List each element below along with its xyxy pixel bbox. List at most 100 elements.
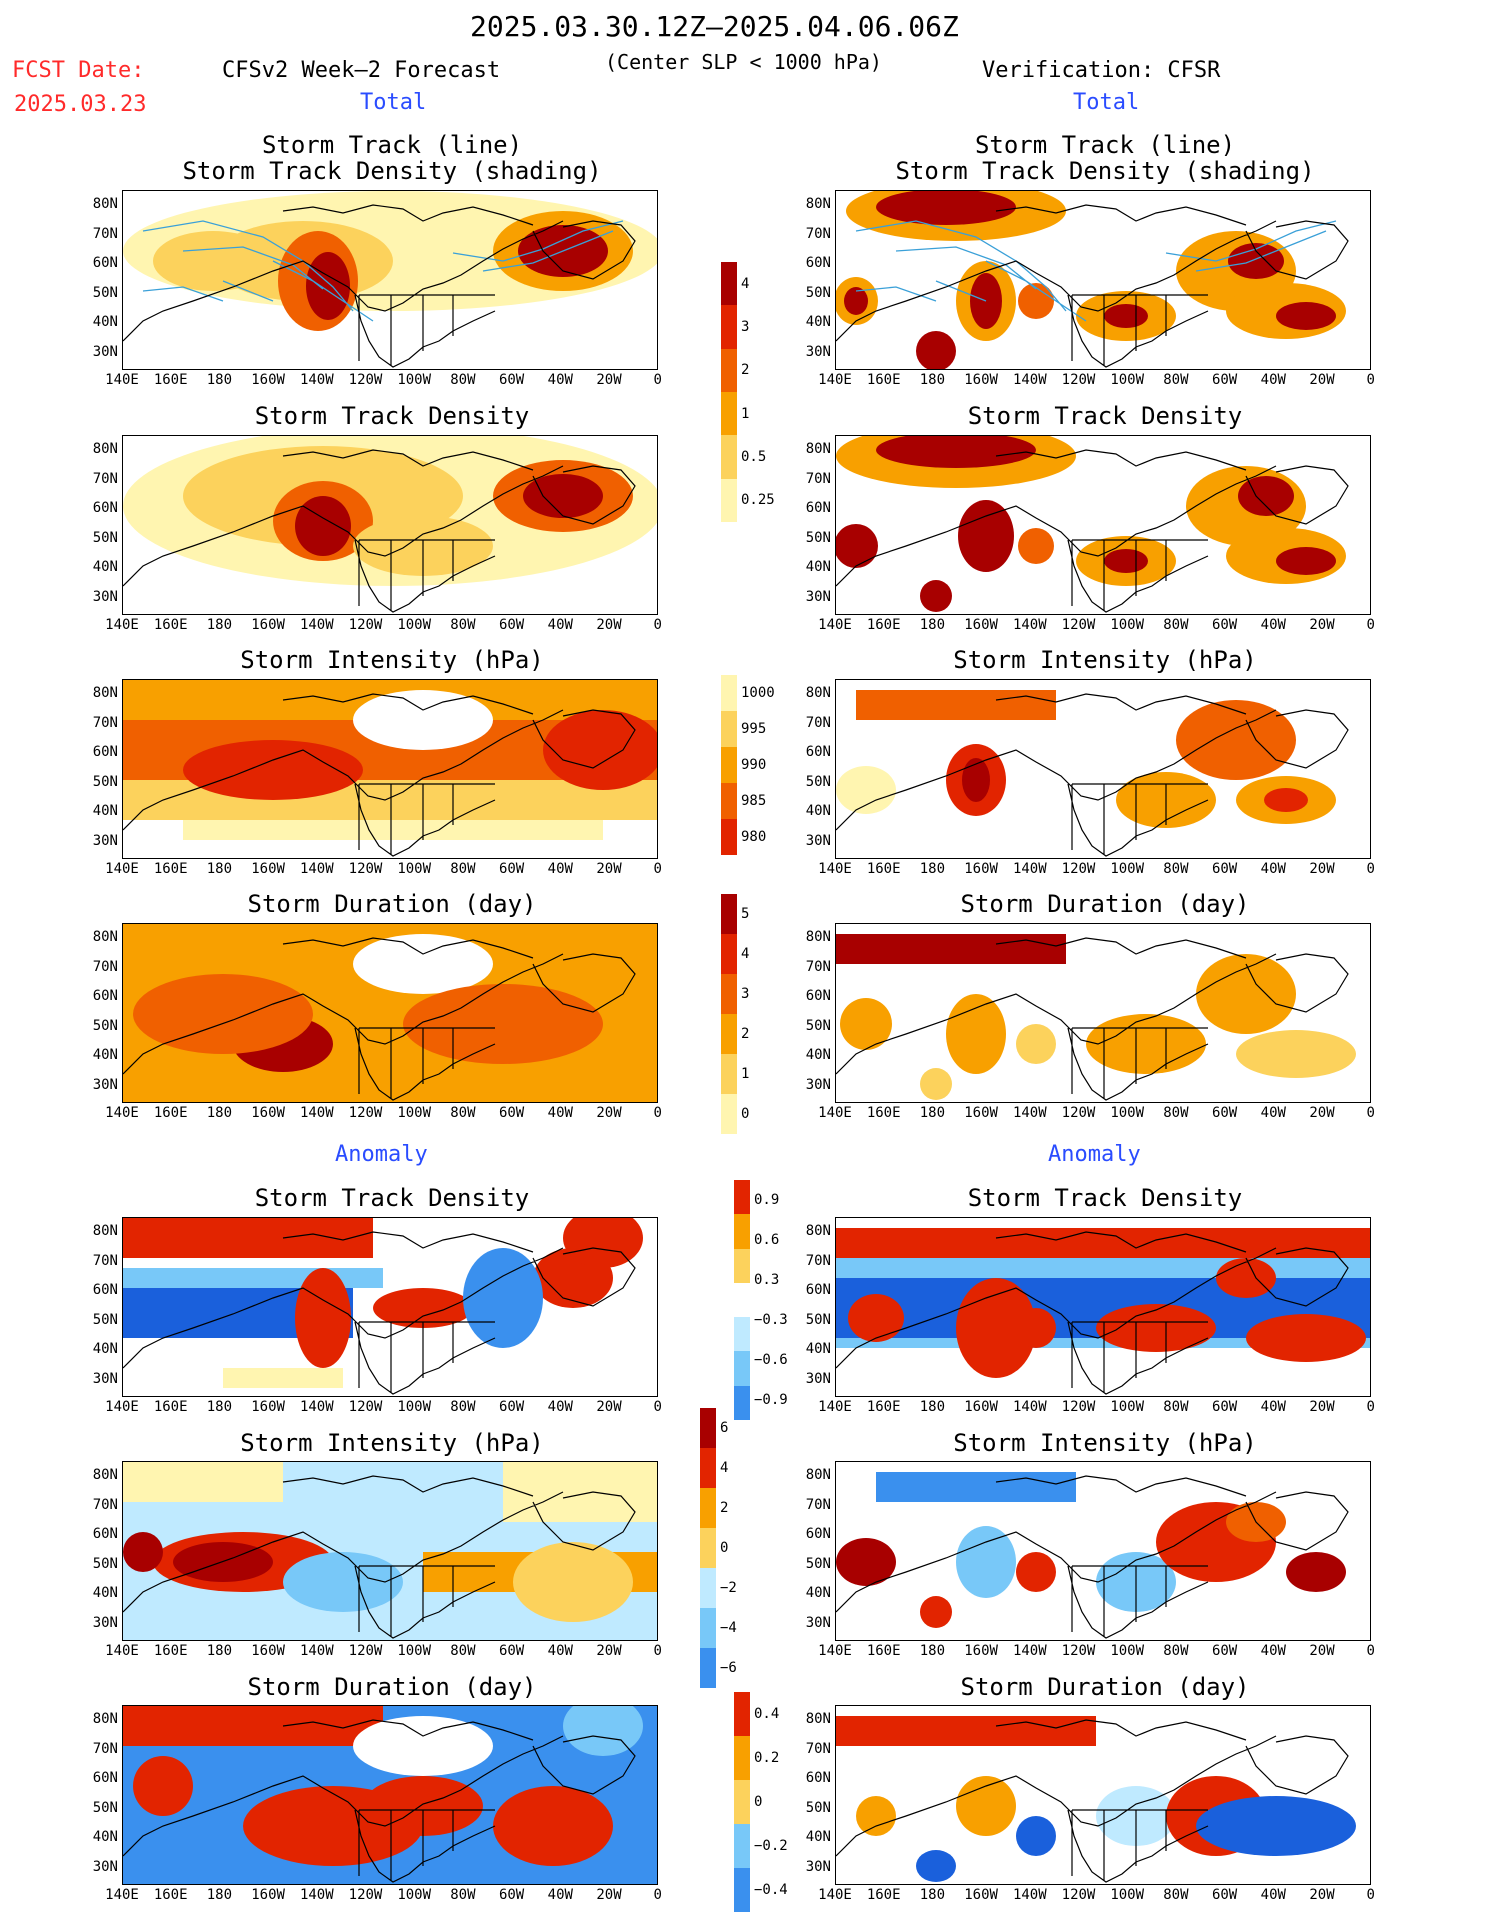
lat-label: 30N	[805, 1076, 831, 1093]
shading-region	[563, 1706, 643, 1756]
lat-label: 70N	[805, 1496, 831, 1513]
colorbar-swatch	[734, 1868, 750, 1912]
shading-region	[1016, 1816, 1056, 1856]
colorbar-label: 995	[741, 721, 767, 737]
lon-label: 120W	[348, 617, 383, 633]
lat-label: 40N	[805, 314, 831, 330]
colorbar-intensity-anom	[700, 1408, 716, 1688]
colorbar-label: −0.3	[754, 1312, 788, 1328]
lon-label: 60W	[498, 372, 525, 388]
lat-label: 40N	[92, 1585, 118, 1601]
colorbar-duration-total	[721, 894, 737, 1134]
title-density-right: Storm Track Density	[967, 402, 1243, 430]
shading-cell	[836, 1228, 1370, 1258]
shading-region	[836, 524, 878, 568]
colorbar-swatch	[721, 305, 737, 349]
lon-label: 140E	[818, 617, 852, 633]
lon-label: 40W	[547, 372, 573, 388]
lat-label: 30N	[92, 1370, 118, 1387]
lon-label: 0	[1366, 1643, 1375, 1659]
shading-region	[523, 474, 603, 518]
lon-label: 0	[653, 1643, 662, 1659]
shading-region	[876, 191, 1016, 225]
lat-label: 80N	[805, 929, 831, 945]
lon-label: 160W	[964, 1887, 998, 1903]
shading-region	[493, 1786, 613, 1866]
lon-label: 180	[919, 372, 946, 388]
lon-label: 180	[206, 1643, 233, 1659]
shading-region	[283, 1552, 403, 1612]
lat-label: 30N	[92, 588, 118, 605]
title-anom-intensity-right: Storm Intensity (hPa)	[953, 1429, 1257, 1457]
lon-label: 120W	[348, 1399, 383, 1415]
lon-label: 40W	[1260, 1105, 1286, 1121]
title-track-line-right: Storm Track (line)	[974, 131, 1236, 159]
title-anom-density-left: Storm Track Density	[254, 1184, 530, 1212]
lon-label: 20W	[596, 1643, 622, 1659]
lon-label: 180	[919, 1643, 946, 1659]
colorbar-swatch	[721, 478, 737, 522]
lon-label: 140W	[299, 1399, 334, 1415]
lon-label: 180	[919, 617, 946, 633]
lon-label: 0	[1366, 861, 1375, 877]
lon-label: 20W	[596, 1105, 622, 1121]
colorbar-duration-anom	[734, 1692, 750, 1912]
lon-label: 140W	[299, 617, 334, 633]
lon-label: 60W	[498, 1105, 525, 1121]
shading-region	[295, 1268, 351, 1368]
map-fcst-anom-duration	[122, 1705, 658, 1885]
lon-label: 80W	[450, 1105, 476, 1121]
colorbar-swatch	[700, 1648, 716, 1688]
lon-label: 0	[653, 1105, 662, 1121]
lat-label: 50N	[92, 1017, 118, 1034]
lon-label: 60W	[498, 861, 525, 877]
lat-label: 30N	[805, 343, 831, 360]
lat-label: 50N	[805, 1555, 831, 1572]
colorbar-label: 3	[741, 986, 750, 1002]
colorbar-label: 0	[720, 1540, 729, 1556]
lon-label: 180	[206, 1399, 233, 1415]
shading-cell	[836, 934, 1066, 964]
lat-label: 60N	[805, 1770, 831, 1786]
colorbar-swatch	[734, 1180, 750, 1215]
lon-label: 60W	[498, 1399, 525, 1415]
shading-region	[836, 1538, 896, 1586]
lon-label: 20W	[596, 1887, 622, 1903]
lon-label: 0	[1366, 1105, 1375, 1121]
lon-label: 100W	[1110, 617, 1145, 633]
title-track-line-left: Storm Track (line)	[261, 131, 523, 159]
coastline-boundaries	[836, 1719, 1349, 1883]
lat-label: 70N	[805, 714, 831, 731]
colorbar-intensity-total	[721, 675, 737, 855]
lon-label: 20W	[596, 861, 622, 877]
lon-label: 140W	[299, 372, 334, 388]
lon-label: 0	[1366, 372, 1375, 388]
lat-label: 30N	[92, 832, 118, 849]
lon-label: 20W	[1309, 617, 1335, 633]
lon-label: 80W	[450, 861, 476, 877]
colorbar-density-total	[721, 262, 737, 522]
shading-region	[1176, 700, 1296, 780]
colorbar-swatch	[700, 1408, 716, 1448]
lat-label: 70N	[805, 958, 831, 975]
map-shading	[123, 680, 657, 857]
shading-cell	[223, 1368, 343, 1388]
coastline-boundaries	[836, 937, 1349, 1101]
title-anom-density-right: Storm Track Density	[967, 1184, 1243, 1212]
colorbar-swatch	[734, 1248, 750, 1283]
lon-label: 160W	[251, 861, 285, 877]
shading-region	[1286, 1552, 1346, 1592]
lon-label: 100W	[397, 617, 432, 633]
lon-label: 140E	[818, 861, 852, 877]
lon-label: 160W	[964, 1105, 998, 1121]
lat-label: 40N	[805, 1585, 831, 1601]
lon-label: 120W	[1061, 372, 1096, 388]
lon-label: 40W	[1260, 1887, 1286, 1903]
map-fcst-anom-density	[122, 1217, 658, 1397]
lon-label: 160E	[153, 617, 188, 633]
colorbar-swatch	[734, 1780, 750, 1824]
colorbar-swatch	[734, 1692, 750, 1736]
lat-label: 80N	[92, 196, 118, 212]
lon-label: 140W	[1012, 861, 1047, 877]
shading-region	[844, 287, 868, 315]
